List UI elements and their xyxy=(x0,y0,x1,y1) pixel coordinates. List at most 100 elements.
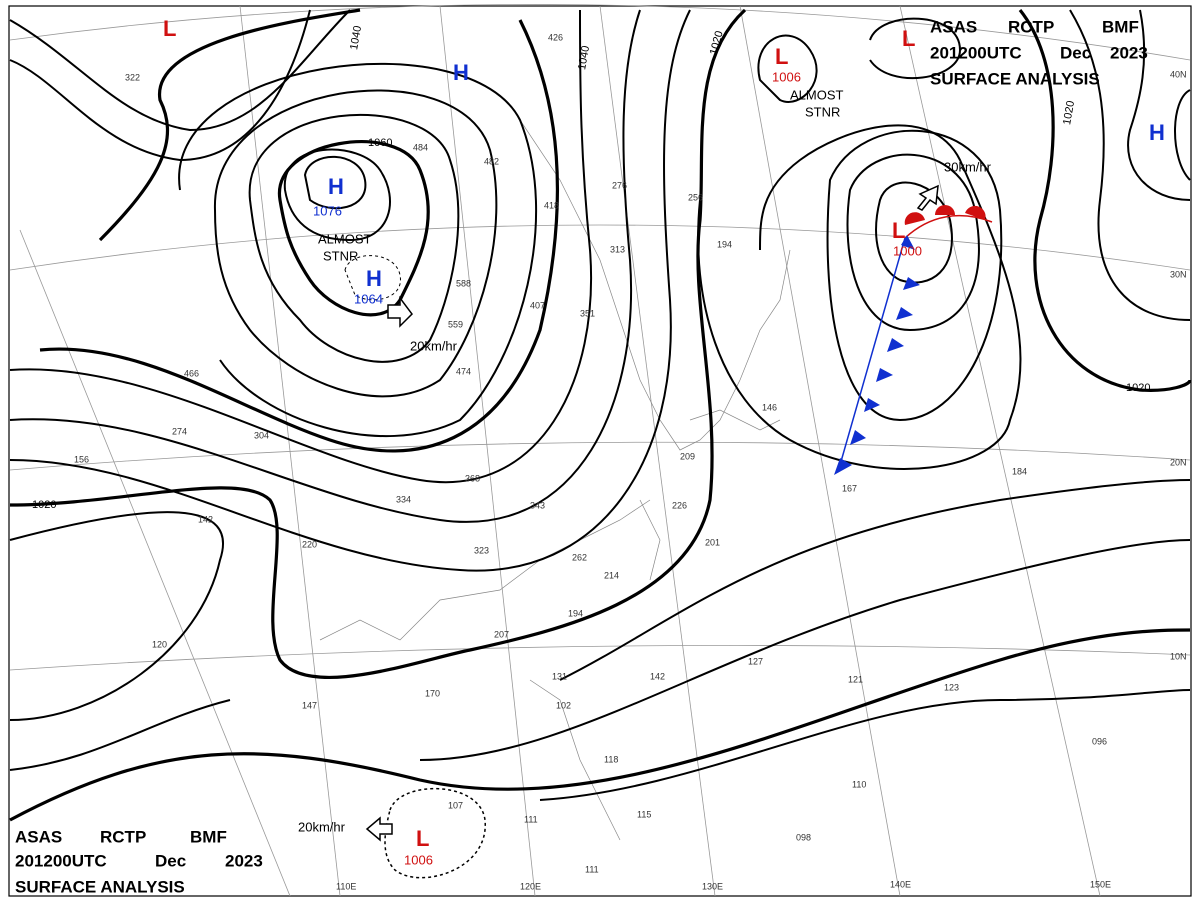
map-label: 1076 xyxy=(313,203,342,218)
map-label: 313 xyxy=(610,244,625,254)
map-label: 484 xyxy=(413,142,428,152)
map-shape xyxy=(9,441,1191,471)
map-label: 304 xyxy=(254,430,269,440)
map-shape xyxy=(639,499,661,581)
map-shape xyxy=(278,140,430,317)
map-label: 115 xyxy=(637,809,651,819)
map-label: 588 xyxy=(456,278,471,288)
map-label: L xyxy=(416,826,429,851)
map-label: ALMOST xyxy=(790,87,844,102)
map-label: 323 xyxy=(474,545,489,555)
map-label: 226 xyxy=(672,500,687,510)
map-label: 20N xyxy=(1170,457,1187,467)
map-shape xyxy=(39,8,560,453)
map-label: 123 xyxy=(944,682,959,692)
map-shape xyxy=(935,205,955,215)
map-shape xyxy=(344,255,401,301)
map-label: 121 xyxy=(848,674,863,684)
map-label: 1000 xyxy=(893,243,922,258)
map-label: H xyxy=(366,266,382,291)
map-shape xyxy=(846,153,980,332)
map-shape xyxy=(875,181,953,284)
map-label: 098 xyxy=(796,832,811,842)
map-label: 201 xyxy=(705,537,720,547)
map-label: 147 xyxy=(302,700,317,710)
map-label: 1020 xyxy=(32,499,56,511)
map-label: 343 xyxy=(530,500,545,510)
map-shape xyxy=(9,511,225,721)
map-label: BMF xyxy=(1102,17,1139,36)
map-shape xyxy=(419,539,1191,761)
map-shape xyxy=(365,816,393,842)
map-label: 30N xyxy=(1170,269,1187,279)
isobar-labels: 1040 1060 1040 1020 1020 1020 1020 xyxy=(32,25,1150,511)
map-shape xyxy=(887,338,904,352)
map-label: 127 xyxy=(748,656,763,666)
map-label: 131 xyxy=(552,671,567,681)
map-label: 1064 xyxy=(354,291,383,306)
map-label: 262 xyxy=(572,552,587,562)
map-label: 118 xyxy=(604,754,618,764)
map-label: Dec xyxy=(155,851,186,870)
map-label: 474 xyxy=(456,366,471,376)
map-shape xyxy=(178,62,538,438)
map-shape xyxy=(303,155,367,210)
longitude-labels: 110E 120E 130E 140E 150E xyxy=(336,879,1111,891)
map-shape xyxy=(9,628,1191,822)
map-label: 334 xyxy=(396,494,411,504)
map-shape xyxy=(384,787,486,879)
map-label: Dec xyxy=(1060,43,1091,62)
map-label: 110 xyxy=(852,779,866,789)
fronts xyxy=(834,205,993,475)
map-label: 322 xyxy=(125,72,140,82)
map-label: 120E xyxy=(520,881,541,891)
map-label: 10N xyxy=(1170,651,1187,661)
map-shape xyxy=(319,499,651,641)
latitude-labels: 40N 30N 20N 10N xyxy=(1170,69,1187,661)
map-label: STNR xyxy=(805,104,840,119)
graticule xyxy=(9,4,1191,897)
map-shape xyxy=(529,679,621,841)
map-shape xyxy=(9,9,592,483)
map-label: 274 xyxy=(172,426,187,436)
map-label: 140E xyxy=(890,879,911,889)
map-shape xyxy=(901,235,915,250)
map-label: 220 xyxy=(302,539,317,549)
map-label: H xyxy=(453,60,469,85)
map-shape xyxy=(599,5,716,897)
map-shape xyxy=(387,295,413,328)
map-shape xyxy=(904,212,925,225)
map-label: 184 xyxy=(1012,466,1027,476)
map-shape xyxy=(869,17,962,80)
map-shape xyxy=(896,307,913,320)
map-shape xyxy=(826,129,1003,422)
map-label: 207 xyxy=(494,629,509,639)
map-shape xyxy=(519,119,791,451)
map-shape xyxy=(1069,9,1191,321)
map-shape xyxy=(864,398,880,412)
map-label: H xyxy=(328,174,344,199)
map-shape xyxy=(757,34,818,103)
map-shape xyxy=(9,8,747,680)
map-shape xyxy=(439,5,536,897)
map-label: 146 xyxy=(762,402,777,412)
map-label: 466 xyxy=(184,368,199,378)
map-label: 1040 xyxy=(348,25,364,51)
map-label: 1020 xyxy=(1126,382,1150,394)
map-shape xyxy=(9,9,351,132)
map-shape xyxy=(916,184,939,211)
pressure-systems: L H H 1076 ALMOST STNR H 1064 20km/hr L … xyxy=(163,16,1165,868)
map-label: L xyxy=(163,16,176,41)
map-shape xyxy=(19,229,291,897)
map-shape xyxy=(697,124,1022,470)
map-shape xyxy=(9,9,691,572)
map-label: RCTP xyxy=(100,827,146,846)
map-shape xyxy=(1174,89,1191,181)
map-label: 426 xyxy=(548,32,563,42)
map-label: 368 xyxy=(465,473,480,483)
map-label: 1006 xyxy=(772,69,801,84)
map-shape xyxy=(9,644,1191,671)
map-label: ALMOST xyxy=(318,231,372,246)
map-label: 194 xyxy=(568,608,583,618)
